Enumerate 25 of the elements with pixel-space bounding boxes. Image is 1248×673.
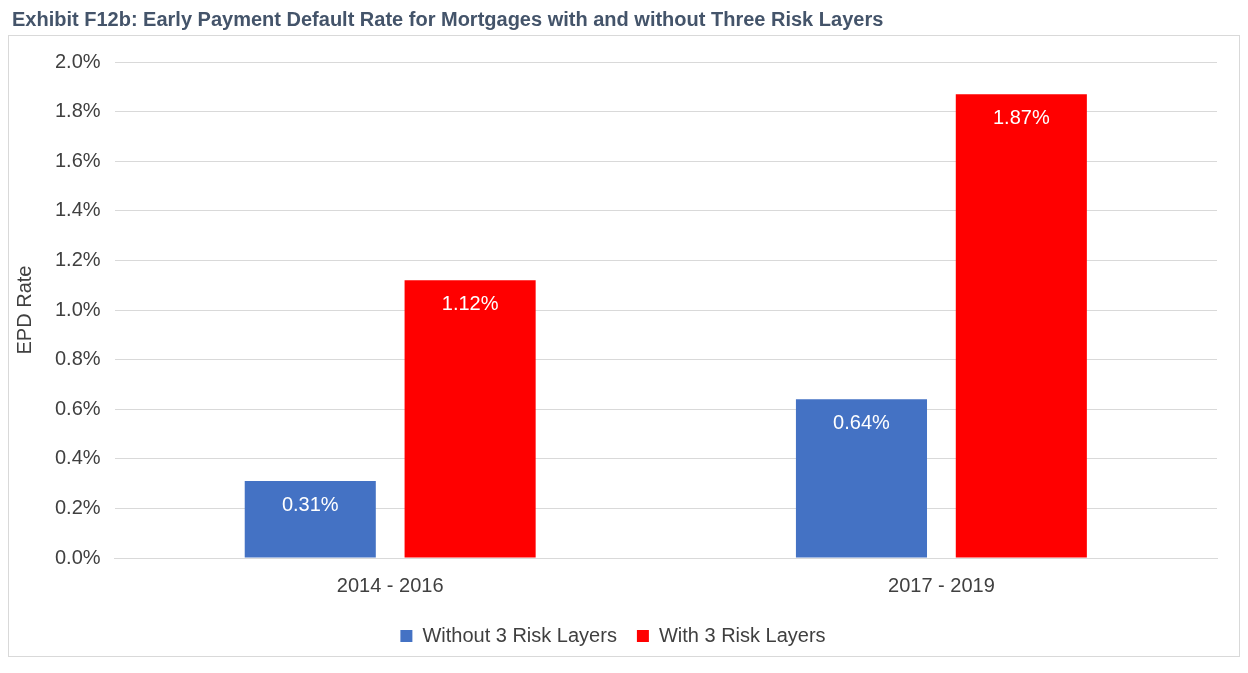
legend-label: Without 3 Risk Layers: [422, 623, 617, 646]
bar: [404, 280, 536, 558]
bar: [244, 481, 376, 558]
y-tick-label: 1.2%: [54, 247, 101, 270]
y-tick-label: 2.0%: [54, 49, 101, 72]
y-tick-label: 0.0%: [54, 545, 101, 568]
y-tick-label: 1.4%: [54, 198, 101, 221]
y-tick-label: 1.0%: [54, 297, 101, 320]
chart-title: Exhibit F12b: Early Payment Default Rate for Mortgages with and without Three Risk Layers: [11, 8, 885, 32]
data-label: 0.64%: [833, 410, 891, 433]
data-label: 1.87%: [992, 105, 1050, 128]
bar: [955, 94, 1087, 558]
data-label: 0.31%: [281, 492, 339, 515]
y-tick-label: 1.8%: [54, 99, 101, 122]
x-tick-label: 2014 - 2016: [336, 573, 444, 596]
y-tick-label: 0.6%: [54, 396, 101, 419]
y-tick-label: 0.2%: [54, 495, 101, 518]
y-tick-label: 1.6%: [54, 148, 101, 171]
y-tick-label: 0.4%: [54, 446, 101, 469]
data-label: 1.12%: [441, 291, 499, 314]
y-tick-label: 0.8%: [54, 347, 101, 370]
bar: [795, 399, 928, 558]
y-axis-title: EPD Rate: [12, 265, 35, 355]
legend-label: With 3 Risk Layers: [658, 623, 826, 646]
x-tick-label: 2017 - 2019: [888, 573, 995, 596]
